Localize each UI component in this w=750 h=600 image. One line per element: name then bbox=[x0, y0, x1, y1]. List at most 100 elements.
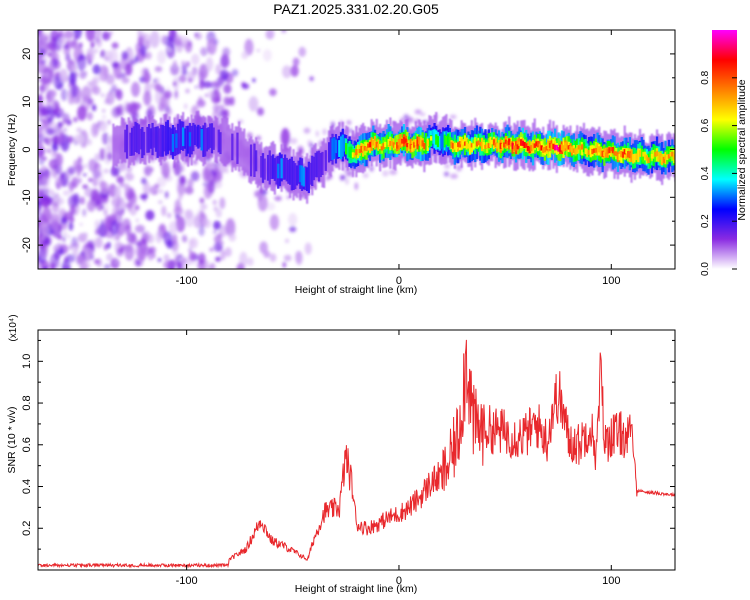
noise-blob bbox=[86, 112, 93, 121]
noise-blob bbox=[56, 113, 61, 119]
ridge-cell bbox=[486, 143, 489, 148]
ridge-cell bbox=[165, 121, 168, 156]
ridge-cell bbox=[610, 147, 613, 152]
noise-blob bbox=[181, 234, 188, 243]
ridge-cell bbox=[460, 138, 463, 145]
ridge-cell bbox=[496, 143, 499, 149]
ridge-cell bbox=[530, 145, 533, 152]
ridge-cell bbox=[562, 145, 565, 152]
noise-blob bbox=[124, 243, 135, 261]
noise-blob bbox=[239, 251, 248, 268]
noise-blob bbox=[93, 48, 99, 54]
noise-blob bbox=[346, 120, 352, 126]
noise-blob bbox=[218, 109, 227, 118]
ridge-cell bbox=[299, 165, 302, 183]
ridge-cell bbox=[620, 150, 623, 158]
noise-blob bbox=[41, 119, 46, 123]
ridge-cell bbox=[491, 139, 494, 145]
ridge-cell bbox=[119, 125, 122, 160]
colorbar-tick-label: 0.4 bbox=[700, 166, 711, 180]
ridge-cell bbox=[168, 127, 171, 151]
noise-blob bbox=[307, 139, 312, 147]
noise-blob bbox=[38, 60, 46, 74]
noise-blob bbox=[209, 247, 214, 252]
noise-blob bbox=[55, 177, 63, 190]
ridge-cell bbox=[642, 150, 645, 163]
ridge-layer bbox=[351, 136, 675, 164]
ridge-cell bbox=[244, 138, 248, 173]
noise-blob bbox=[157, 258, 162, 262]
ridge-cell bbox=[345, 143, 348, 155]
noise-blob bbox=[135, 224, 145, 233]
noise-blob bbox=[218, 229, 224, 234]
noise-blob bbox=[38, 239, 43, 247]
noise-blob bbox=[60, 88, 68, 101]
ridge-cell bbox=[621, 151, 625, 158]
noise-blob bbox=[198, 253, 206, 262]
ridge-cell bbox=[154, 126, 158, 152]
noise-blob bbox=[77, 177, 82, 184]
noise-blob bbox=[101, 32, 111, 41]
noise-blob bbox=[114, 258, 118, 266]
y-tick-label: 1.0 bbox=[21, 354, 33, 369]
ridge-cell bbox=[283, 154, 287, 180]
noise-blob bbox=[38, 205, 42, 212]
ridge-cell bbox=[664, 155, 667, 160]
colorbar-tick-label: 0.8 bbox=[700, 70, 711, 84]
noise-blob bbox=[266, 202, 276, 211]
noise-blob bbox=[223, 96, 230, 105]
ridge-cell bbox=[163, 125, 166, 152]
noise-blob bbox=[202, 81, 212, 89]
ridge-cell bbox=[497, 139, 501, 153]
noise-blob bbox=[200, 47, 208, 57]
ridge-cell bbox=[552, 143, 555, 150]
noise-blob bbox=[115, 235, 120, 241]
noise-blob bbox=[322, 128, 327, 136]
ridge-cell bbox=[397, 139, 400, 146]
ridge-cell bbox=[258, 144, 261, 186]
ridge-cell bbox=[538, 143, 541, 150]
noise-blob bbox=[127, 188, 136, 200]
noise-blob bbox=[185, 186, 194, 195]
ridge-cell bbox=[455, 144, 458, 150]
noise-blob bbox=[82, 184, 89, 190]
noise-blob bbox=[269, 253, 277, 262]
ridge-cell bbox=[326, 137, 329, 173]
ridge-cell bbox=[125, 124, 129, 159]
noise-blob bbox=[73, 35, 78, 42]
ridge-cell bbox=[202, 125, 205, 157]
ridge-cell bbox=[261, 153, 265, 183]
ridge-cell bbox=[146, 127, 149, 153]
ridge-cell bbox=[219, 132, 222, 155]
ridge-cell bbox=[661, 156, 664, 163]
ridge-cell bbox=[215, 117, 219, 164]
top-x-axis-label: Height of straight line (km) bbox=[295, 284, 418, 296]
ridge-cell bbox=[372, 139, 375, 146]
ridge-cell bbox=[350, 146, 353, 158]
ridge-cell bbox=[445, 136, 448, 145]
noise-blob bbox=[40, 236, 46, 241]
ridge-cell bbox=[601, 150, 604, 158]
ridge-cell bbox=[324, 150, 327, 171]
noise-blob bbox=[73, 134, 84, 145]
noise-blob bbox=[198, 262, 206, 269]
ridge-cell bbox=[499, 142, 502, 149]
noise-blob bbox=[213, 230, 217, 234]
noise-blob bbox=[200, 79, 204, 84]
noise-blob bbox=[154, 83, 162, 92]
noise-blob bbox=[68, 194, 78, 208]
noise-blob bbox=[119, 113, 124, 117]
ridge-cell bbox=[504, 139, 507, 144]
ridge-cell bbox=[441, 131, 445, 154]
noise-blob bbox=[38, 103, 43, 110]
ridge-cell bbox=[513, 145, 516, 152]
noise-blob bbox=[76, 254, 85, 265]
noise-blob bbox=[67, 166, 76, 175]
noise-blob bbox=[153, 79, 157, 83]
noise-blob bbox=[51, 219, 60, 231]
noise-blob bbox=[39, 188, 50, 202]
noise-blob bbox=[225, 168, 229, 174]
noise-blob bbox=[100, 219, 105, 225]
noise-blob bbox=[76, 53, 87, 71]
